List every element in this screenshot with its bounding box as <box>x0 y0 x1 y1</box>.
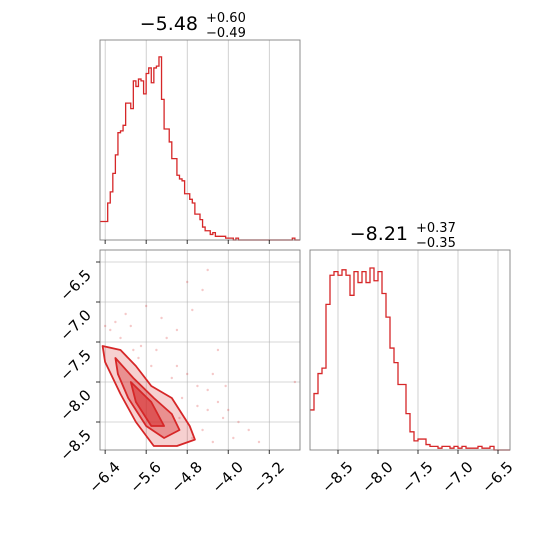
scatter-point-39 <box>114 320 117 324</box>
top-left-frame <box>99 39 301 241</box>
scatter-point-34 <box>137 356 140 360</box>
scatter-point-15 <box>175 328 179 332</box>
scatter-point-14 <box>160 316 163 320</box>
bottom-right-xtick-label-0: −8.5 <box>318 458 356 496</box>
scatter-point-0 <box>109 328 112 332</box>
top-left-title-value: −5.48 <box>140 13 198 35</box>
bottom-left-contours <box>101 345 196 447</box>
scatter-point-32 <box>216 348 220 352</box>
bottom-left-ytick-label-2: −7.5 <box>56 346 94 384</box>
scatter-point-29 <box>196 404 199 408</box>
bottom-right-title: −8.21 +0.37 −0.35 <box>350 221 456 251</box>
bottom-left-x-ticks: −6.4 −5.6 −4.8 −4.0 −3.2 <box>85 450 288 497</box>
bottom-left-frame <box>99 249 301 451</box>
bottom-right-frame <box>309 249 511 451</box>
bottom-right-xtick-label-4: −6.5 <box>478 458 516 496</box>
scatter-point-33 <box>150 364 153 368</box>
scatter-point-11 <box>227 408 230 412</box>
top-left-grid <box>104 40 270 240</box>
bottom-left-xtick-label-2: −4.8 <box>167 458 205 496</box>
scatter-point-10 <box>216 400 220 404</box>
scatter-point-18 <box>206 268 209 272</box>
bottom-right-grid <box>337 250 499 450</box>
scatter-point-9 <box>206 388 209 392</box>
bottom-left-xtick-label-4: −3.2 <box>249 458 287 496</box>
scatter-point-38 <box>103 324 107 328</box>
scatter-point-31 <box>293 380 297 384</box>
scatter-point-41 <box>224 384 227 388</box>
top-left-x-ticks <box>104 240 270 244</box>
top-left-title-minus: −0.49 <box>206 26 246 41</box>
scatter-point-6 <box>175 364 179 368</box>
scatter-point-5 <box>165 336 168 340</box>
scatter-point-36 <box>191 436 194 440</box>
bottom-right-xtick-label-1: −8.0 <box>358 458 396 496</box>
scatter-point-13 <box>247 428 250 432</box>
bottom-left-grid <box>100 250 300 450</box>
bottom-right-title-minus: −0.35 <box>416 236 456 251</box>
scatter-point-26 <box>211 440 215 444</box>
scatter-point-28 <box>180 396 184 400</box>
contour-level-3 <box>129 381 165 427</box>
bottom-left-ytick-label-3: −8.0 <box>56 386 94 424</box>
scatter-point-20 <box>144 304 148 308</box>
bottom-right-histogram-step <box>310 267 510 451</box>
scatter-point-35 <box>178 416 181 420</box>
scatter-point-19 <box>185 280 189 284</box>
panel-top-left: −5.48 +0.60 −0.49 <box>99 11 301 244</box>
bottom-left-xtick-label-1: −5.6 <box>126 458 164 496</box>
contour-level-1 <box>101 345 196 447</box>
scatter-point-24 <box>232 436 235 440</box>
scatter-point-2 <box>129 324 132 328</box>
bottom-left-scatter-points <box>103 268 297 444</box>
scatter-point-7 <box>185 372 189 376</box>
scatter-point-23 <box>221 416 225 420</box>
scatter-point-8 <box>196 384 199 388</box>
bottom-left-xtick-label-3: −4.0 <box>208 458 246 496</box>
scatter-point-21 <box>124 312 127 316</box>
scatter-point-40 <box>132 348 135 352</box>
scatter-point-12 <box>237 420 240 424</box>
top-left-histogram-step <box>100 56 300 241</box>
bottom-right-xtick-label-2: −7.5 <box>398 458 436 496</box>
panel-bottom-right: −8.5 −8.0 −7.5 −7.0 −6.5 −8.21 +0.37 −0.35 <box>309 221 517 497</box>
scatter-point-16 <box>191 308 194 312</box>
bottom-right-title-plus: +0.37 <box>416 221 456 236</box>
bottom-left-ytick-label-0: −6.5 <box>56 266 94 304</box>
bottom-right-xtick-label-3: −7.0 <box>438 458 476 496</box>
scatter-point-27 <box>170 376 173 380</box>
scatter-point-30 <box>257 440 261 444</box>
scatter-point-1 <box>119 336 122 340</box>
top-left-title: −5.48 +0.60 −0.49 <box>140 11 246 41</box>
scatter-point-37 <box>206 408 209 412</box>
bottom-left-ytick-label-4: −8.5 <box>56 426 94 464</box>
bottom-left-y-ticks: −6.5−7.0−7.5−8.0−8.5 <box>56 261 100 465</box>
scatter-point-17 <box>201 288 204 292</box>
bottom-right-x-ticks: −8.5 −8.0 −7.5 −7.0 −6.5 <box>318 450 517 497</box>
bottom-right-title-value: −8.21 <box>350 223 408 245</box>
scatter-point-22 <box>211 372 215 376</box>
bottom-left-ytick-label-1: −7.0 <box>56 306 94 344</box>
scatter-point-3 <box>139 344 143 348</box>
panel-bottom-left: −6.4 −5.6 −4.8 −4.0 −3.2 −6.5−7.0−7.5−8.0−8.… <box>56 249 301 497</box>
top-left-title-plus: +0.60 <box>206 11 246 26</box>
scatter-point-4 <box>155 348 158 352</box>
bottom-left-xtick-label-0: −6.4 <box>85 458 123 496</box>
scatter-point-25 <box>201 428 204 432</box>
